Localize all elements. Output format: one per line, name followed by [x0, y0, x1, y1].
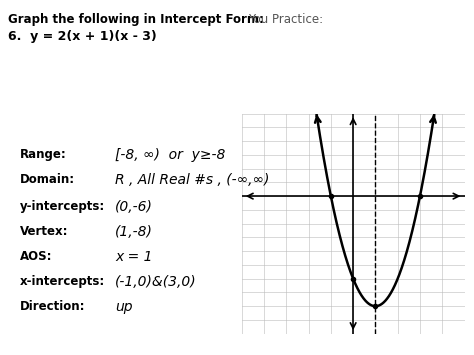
Text: up: up	[115, 300, 133, 314]
Text: (-1,0)&(3,0): (-1,0)&(3,0)	[115, 275, 197, 289]
Text: You Practice:: You Practice:	[248, 13, 323, 26]
Text: [-8, ∞)  or  y≥-8: [-8, ∞) or y≥-8	[115, 148, 225, 162]
Text: Vertex:: Vertex:	[20, 225, 69, 238]
Text: R , All Real #s , (-∞,∞): R , All Real #s , (-∞,∞)	[115, 173, 269, 187]
Text: x = 1: x = 1	[115, 250, 153, 264]
Text: (1,-8): (1,-8)	[115, 225, 153, 239]
Text: y-intercepts:: y-intercepts:	[20, 200, 105, 213]
Text: Domain:: Domain:	[20, 173, 75, 186]
Text: AOS:: AOS:	[20, 250, 53, 263]
Text: Direction:: Direction:	[20, 300, 85, 313]
Text: 6.  y = 2(x + 1)(x - 3): 6. y = 2(x + 1)(x - 3)	[8, 30, 157, 43]
Text: x-intercepts:: x-intercepts:	[20, 275, 105, 288]
Text: Graph the following in Intercept Form:: Graph the following in Intercept Form:	[8, 13, 264, 26]
Text: Range:: Range:	[20, 148, 67, 161]
Text: (0,-6): (0,-6)	[115, 200, 153, 214]
